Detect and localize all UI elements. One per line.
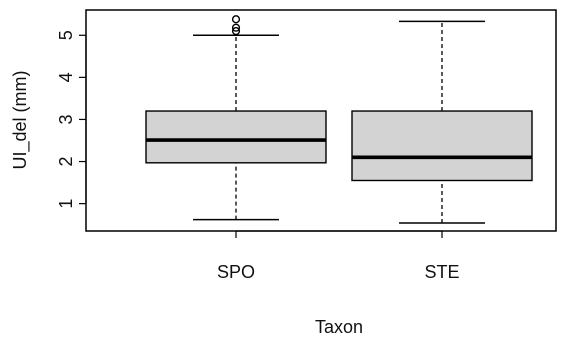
- box-ste: [351, 20, 533, 224]
- x-tick-label-ste: STE: [424, 262, 459, 282]
- outlier-point-spo-1: [231, 26, 241, 36]
- y-tick-label-3: 3: [56, 114, 76, 124]
- iqr-box-ste: [351, 110, 533, 182]
- x-axis-label: Taxon: [315, 317, 363, 337]
- y-tick-label-5: 5: [56, 30, 76, 40]
- y-tick-label-2: 2: [56, 157, 76, 167]
- y-tick-label-4: 4: [56, 72, 76, 82]
- y-axis: 1 2 3 4 5: [56, 30, 87, 209]
- y-axis-label: UI_del (mm): [10, 70, 31, 169]
- iqr-box-spo: [145, 110, 327, 164]
- outlier-point-spo-2: [231, 23, 241, 32]
- x-axis: SPO STE: [217, 230, 460, 282]
- y-tick-label-1: 1: [56, 199, 76, 209]
- outlier-point-spo-3: [231, 15, 241, 24]
- box-spo: [145, 15, 327, 221]
- x-tick-label-spo: SPO: [217, 262, 255, 282]
- boxes-layer: [145, 15, 533, 224]
